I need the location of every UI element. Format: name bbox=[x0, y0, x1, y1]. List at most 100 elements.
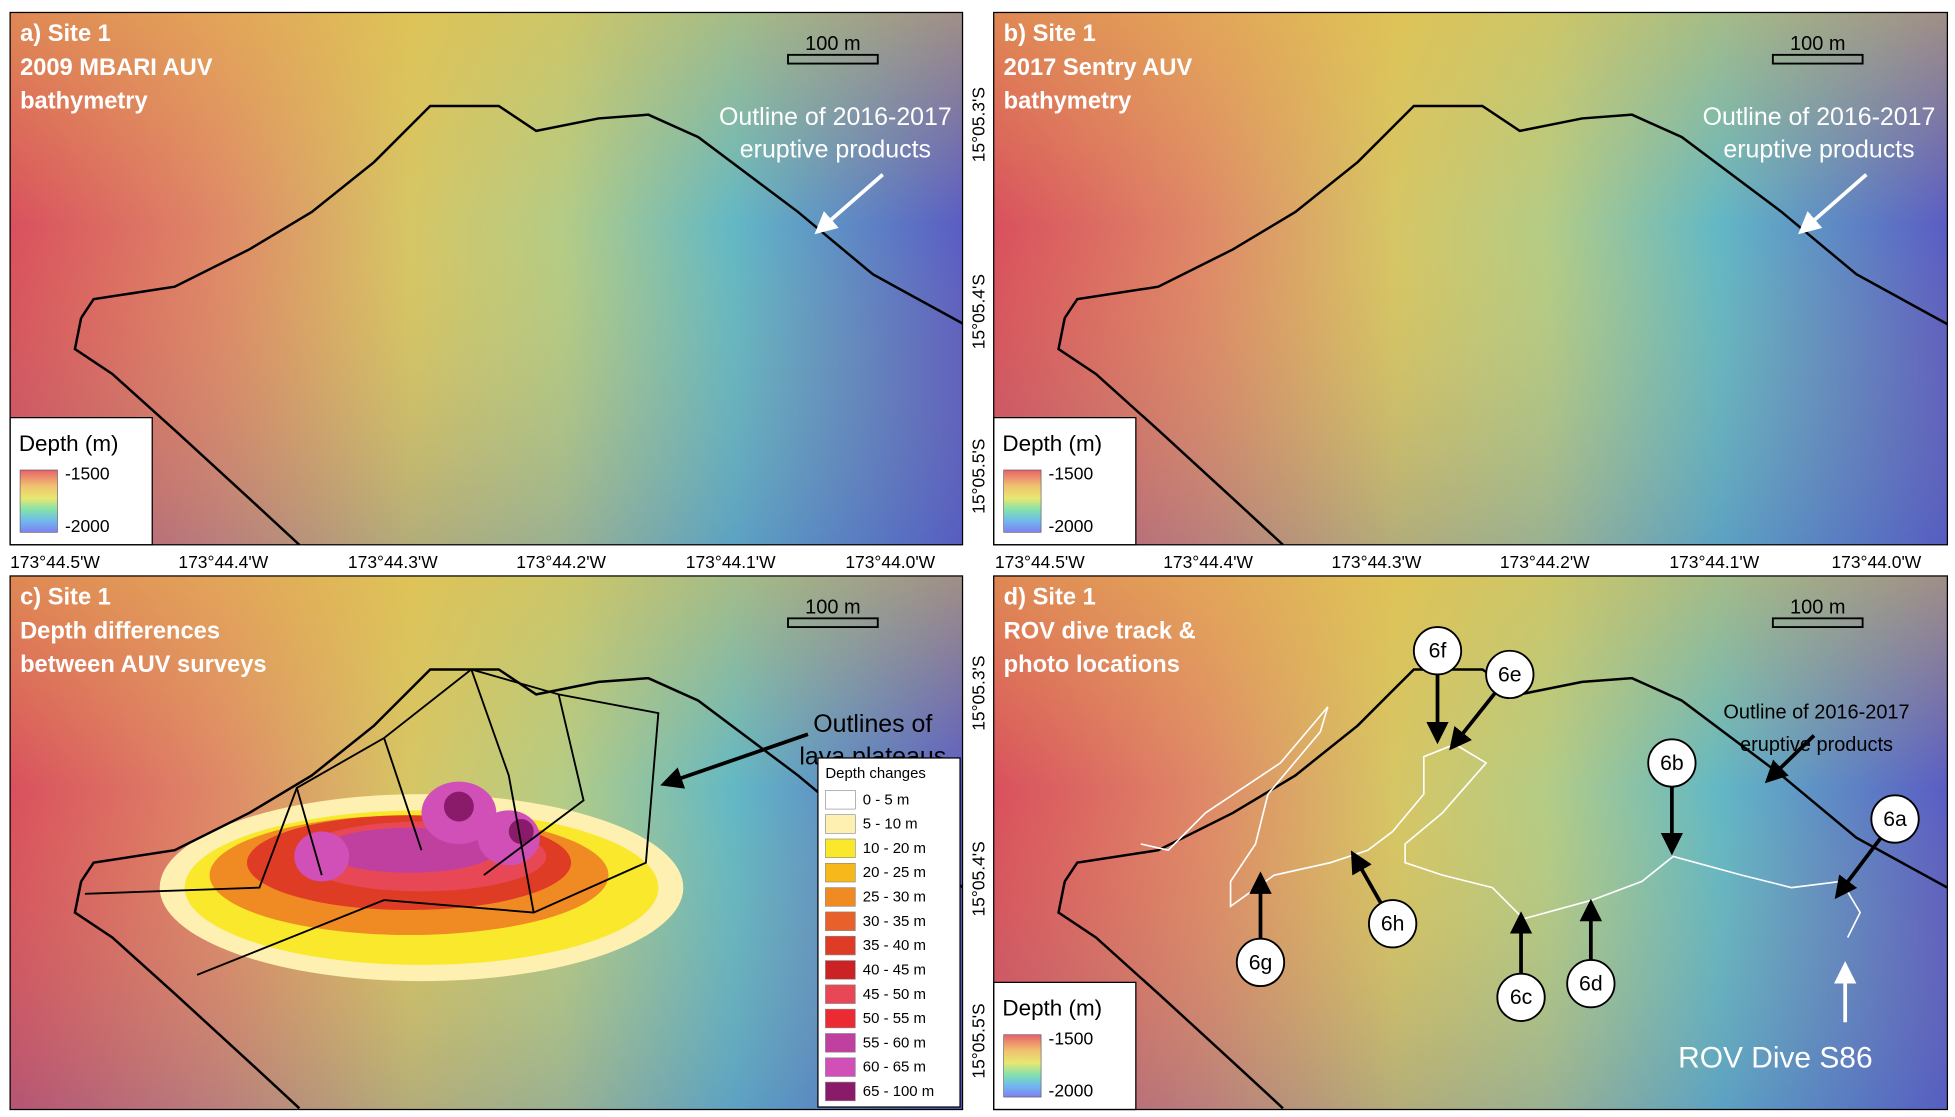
legend-swatch bbox=[825, 1008, 856, 1029]
longitude-label: 173°44.2'W bbox=[1500, 552, 1590, 572]
panel-frame bbox=[993, 11, 1949, 546]
arrow bbox=[814, 173, 884, 235]
depth-change-legend: Depth changes 0 - 5 m 5 - 10 m 10 - 20 m 20 … bbox=[817, 757, 961, 1108]
photo-label: 6g bbox=[1249, 951, 1273, 974]
legend-label: 20 - 25 m bbox=[863, 864, 926, 881]
panel-title: a) Site 1 bbox=[20, 21, 111, 47]
legend-title: Depth (m) bbox=[1002, 431, 1102, 456]
longitude-label: 173°44.5'W bbox=[995, 552, 1085, 572]
map-layer bbox=[993, 12, 1948, 545]
bathymetry-shade bbox=[993, 575, 1948, 1110]
legend-value: -1500 bbox=[65, 464, 110, 484]
legend-label: 60 - 65 m bbox=[863, 1059, 926, 1076]
arrow bbox=[1798, 173, 1868, 235]
eruption-outline bbox=[1057, 317, 1284, 545]
scale-bar bbox=[1771, 617, 1864, 629]
legend-swatch bbox=[825, 984, 856, 1004]
dive-label: ROV Dive S86 bbox=[1678, 1042, 1872, 1075]
photo-label: 6e bbox=[1498, 663, 1522, 686]
longitude-label: 173°44.0'W bbox=[1831, 552, 1921, 572]
scale-bar bbox=[1771, 53, 1864, 65]
legend-swatch bbox=[825, 862, 856, 883]
photo-label: 6c bbox=[1510, 986, 1533, 1009]
legend-swatch bbox=[825, 960, 856, 980]
photo-marker bbox=[1412, 626, 1463, 676]
legend-title: Depth (m) bbox=[19, 431, 119, 456]
legend-label: 25 - 30 m bbox=[863, 889, 926, 906]
longitude-label: 173°44.3'W bbox=[1332, 552, 1422, 572]
color-bar bbox=[19, 469, 58, 533]
panel-title: 2009 MBARI AUV bbox=[20, 55, 213, 81]
panel-title: bathymetry bbox=[1004, 88, 1132, 114]
legend-box bbox=[817, 757, 961, 1108]
legend-label: 5 - 10 m bbox=[863, 816, 918, 833]
latitude-label: 15°05.3'S bbox=[969, 655, 989, 730]
legend-swatch bbox=[825, 838, 856, 859]
map-panel: a) Site 1 2009 MBARI AUV bathymetry 100 m Ou… bbox=[9, 11, 964, 546]
panel-title: photo locations bbox=[1004, 652, 1180, 678]
eruption-outline bbox=[1063, 104, 1948, 326]
scale-bar bbox=[787, 53, 879, 65]
panel-title: bathymetry bbox=[20, 88, 148, 114]
depth-change-area bbox=[294, 831, 350, 882]
photo-marker bbox=[1870, 794, 1920, 844]
latitude-label: 15°05.4'S bbox=[969, 841, 989, 916]
legend-value: -2000 bbox=[1049, 1081, 1094, 1101]
depth-legend: Depth (m) -1500 -2000 bbox=[993, 417, 1137, 546]
photo-marker bbox=[1235, 937, 1286, 988]
scale-bar bbox=[787, 617, 879, 629]
plateau-outline bbox=[295, 669, 585, 913]
panel-title: between AUV surveys bbox=[20, 652, 266, 678]
depth-change-area bbox=[508, 819, 534, 844]
panel-frame bbox=[9, 11, 964, 546]
eruption-outline bbox=[1063, 668, 1948, 889]
depth-legend: Depth (m) -1500 -2000 bbox=[993, 981, 1137, 1111]
latitude-label: 15°05.5'S bbox=[969, 1003, 989, 1078]
arrow bbox=[660, 732, 809, 789]
legend-label: 55 - 60 m bbox=[863, 1034, 926, 1051]
photo-marker bbox=[1647, 738, 1697, 788]
dive-track bbox=[1140, 706, 1862, 938]
map-layer bbox=[10, 575, 963, 1110]
legend-title: Depth changes bbox=[825, 765, 926, 782]
photo-marker bbox=[1566, 958, 1616, 1009]
eruption-outline bbox=[73, 881, 301, 1110]
photo-label: 6b bbox=[1660, 752, 1684, 775]
legend-value: -1500 bbox=[1049, 464, 1094, 484]
latitude-label: 15°05.3'S bbox=[969, 87, 989, 162]
legend-label: 65 - 100 m bbox=[863, 1083, 934, 1100]
scale-bar-label: 100 m bbox=[805, 33, 860, 55]
longitude-label: 173°44.1'W bbox=[1669, 552, 1759, 572]
panel-title: c) Site 1 bbox=[20, 585, 111, 611]
panel-title: d) Site 1 bbox=[1004, 585, 1096, 611]
legend-label: 35 - 40 m bbox=[863, 937, 926, 954]
legend-swatch bbox=[825, 1033, 856, 1053]
longitude-label: 173°44.5'W bbox=[10, 552, 100, 572]
photo-marker bbox=[1496, 972, 1546, 1022]
latitude-label: 15°05.4'S bbox=[969, 274, 989, 349]
eruption-outline bbox=[1057, 881, 1284, 1110]
longitude-label: 173°44.4'W bbox=[1163, 552, 1253, 572]
annotation: eruptive products bbox=[1740, 734, 1893, 756]
map-layer bbox=[10, 12, 963, 545]
annotation: eruptive products bbox=[1723, 135, 1914, 163]
photo-label: 6f bbox=[1429, 640, 1447, 663]
bathymetry-shade bbox=[993, 12, 1948, 545]
scale-bar-label: 100 m bbox=[1790, 33, 1845, 55]
depth-change-area bbox=[443, 791, 474, 822]
photo-marker bbox=[1368, 899, 1418, 949]
map-panel: c) Site 1 Depth differences between AUV su… bbox=[9, 575, 964, 1111]
longitude-label: 173°44.1'W bbox=[686, 552, 776, 572]
longitude-label: 173°44.4'W bbox=[178, 552, 268, 572]
panel-title: b) Site 1 bbox=[1004, 21, 1096, 47]
depth-legend: Depth (m) -1500 -2000 bbox=[9, 417, 153, 546]
bathymetry-shade bbox=[10, 12, 963, 545]
legend-swatch bbox=[825, 911, 856, 931]
annotation: Outlines of bbox=[813, 710, 932, 738]
panel-title: 2017 Sentry AUV bbox=[1004, 55, 1193, 81]
eruption-outline bbox=[73, 317, 301, 545]
panel-frame bbox=[993, 575, 1949, 1111]
photo-label: 6d bbox=[1579, 972, 1603, 995]
